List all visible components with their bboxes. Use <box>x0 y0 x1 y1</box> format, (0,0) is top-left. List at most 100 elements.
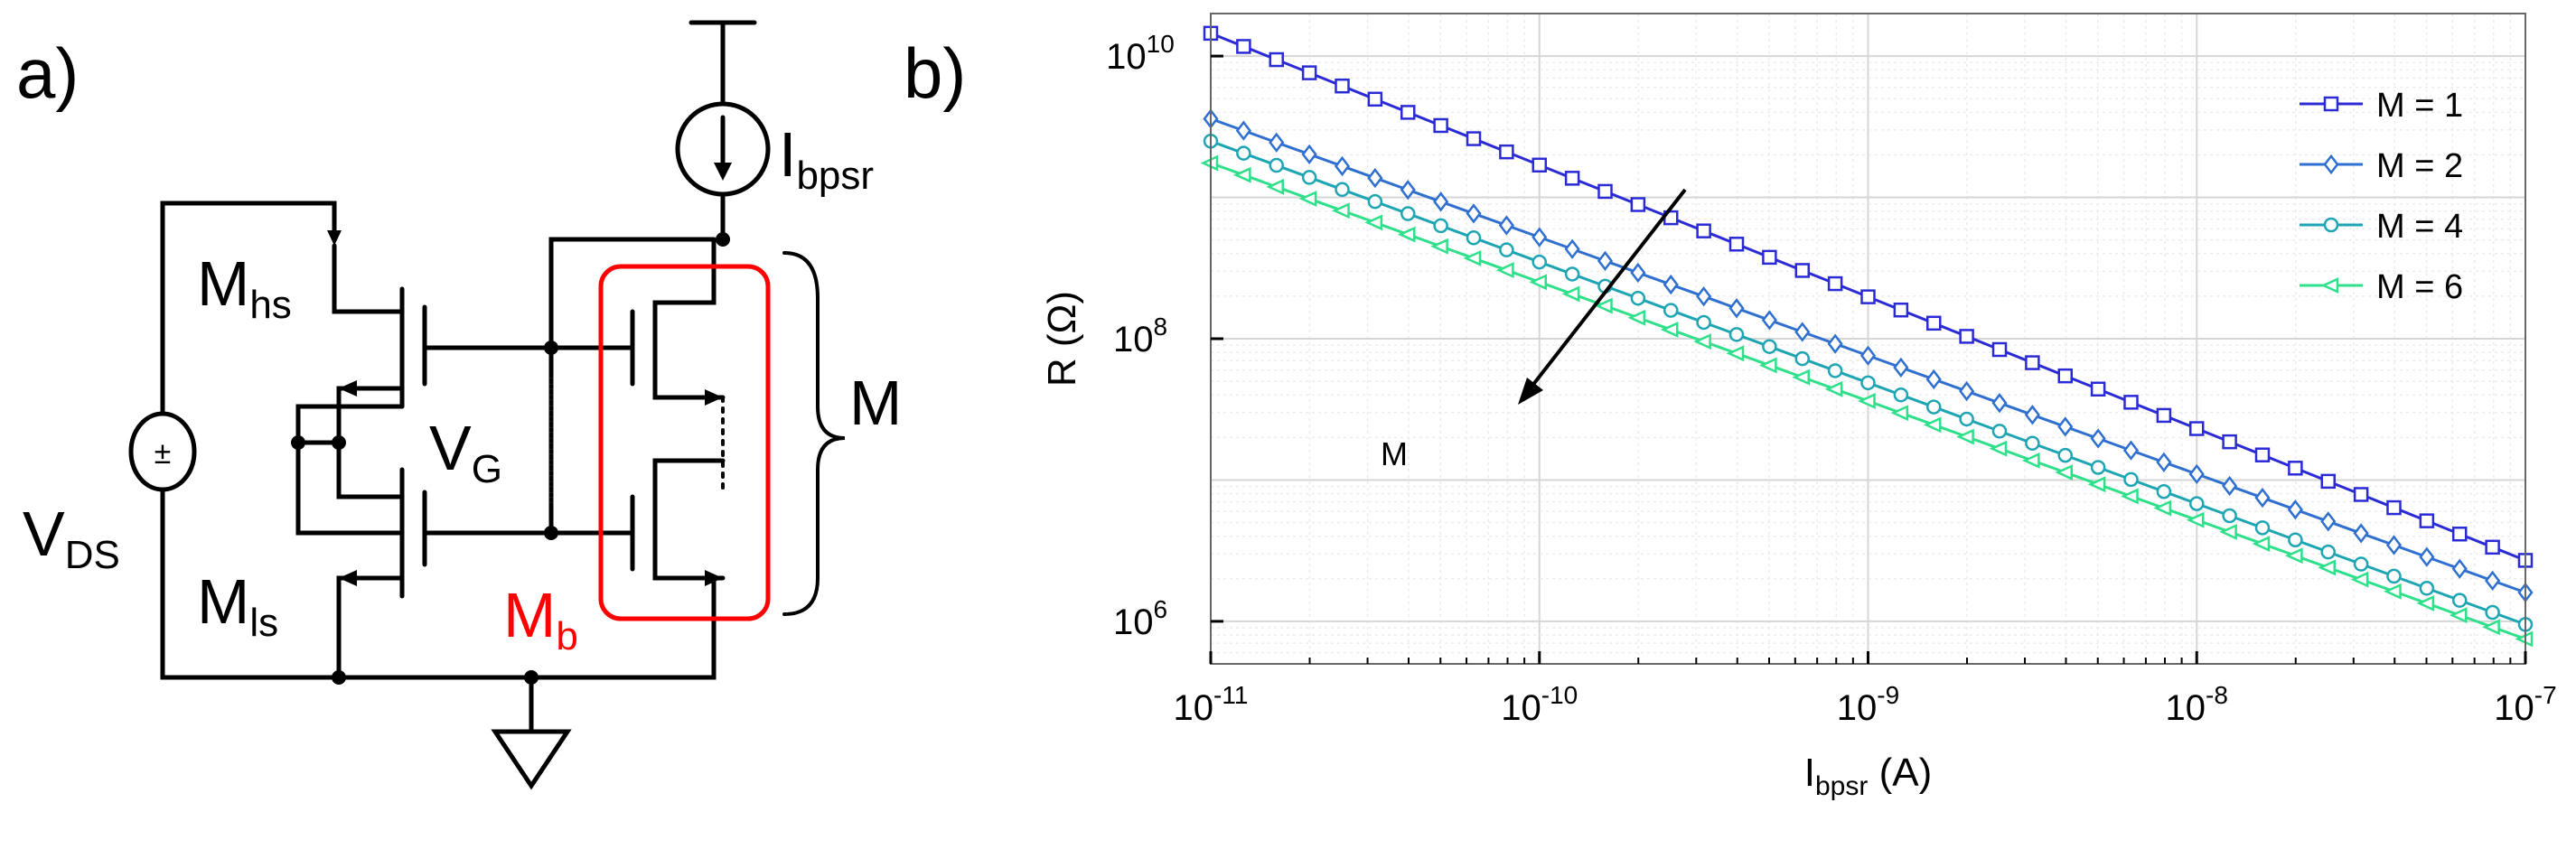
data-point <box>1529 274 1547 291</box>
data-point <box>2419 513 2435 528</box>
data-point <box>2087 476 2106 493</box>
mls-drain-lead <box>336 440 405 499</box>
chart-legend: M = 1 M = 2 M = 4 M = 6 <box>2300 87 2463 306</box>
data-point <box>2186 511 2205 528</box>
data-point <box>2452 593 2468 608</box>
data-point <box>1890 405 1909 422</box>
x-tick-label: 10-8 <box>2166 681 2228 728</box>
data-point <box>1926 315 1942 331</box>
data-point <box>1926 399 1942 415</box>
data-point <box>1236 39 1251 54</box>
data-point <box>1827 333 1843 354</box>
data-point <box>2057 416 2074 437</box>
data-point <box>2090 460 2106 475</box>
data-point <box>1466 230 1482 246</box>
data-point <box>1728 298 1745 319</box>
data-point <box>2419 581 2435 596</box>
data-point <box>2090 381 2106 397</box>
data-point <box>1959 329 1974 344</box>
data-point <box>1466 203 1482 224</box>
data-point <box>1959 411 1974 427</box>
data-point <box>2189 421 2205 436</box>
data-point <box>2482 619 2500 636</box>
m-annotation: M <box>1381 435 1408 472</box>
data-point <box>1433 218 1448 234</box>
data-point <box>2189 496 2205 511</box>
vds-source-symbol <box>128 411 197 492</box>
data-point <box>1630 262 1646 284</box>
legend-item-4: M = 6 <box>2300 268 2463 306</box>
data-point <box>2287 499 2303 520</box>
data-point <box>1561 285 1580 303</box>
data-point <box>2385 535 2403 555</box>
data-point <box>1959 380 1975 402</box>
data-point <box>2057 368 2073 384</box>
data-point <box>2057 447 2073 463</box>
data-point <box>1364 214 1383 231</box>
data-point <box>1564 171 1580 186</box>
data-point <box>1597 183 1613 200</box>
data-point <box>2219 523 2237 540</box>
data-point <box>2153 499 2172 517</box>
data-point <box>1433 117 1448 134</box>
data-point <box>2156 452 2172 472</box>
x-tick-label: 10-9 <box>1837 681 1899 728</box>
data-point <box>2156 483 2172 499</box>
data-point <box>2485 604 2500 621</box>
data-point <box>2320 511 2337 532</box>
data-point <box>2222 508 2237 524</box>
data-point <box>1991 393 2008 414</box>
series-1 <box>1203 25 2534 568</box>
mhs-source-lead <box>336 386 405 445</box>
data-point <box>1335 182 1350 198</box>
data-point <box>1332 202 1350 219</box>
data-point <box>1236 145 1251 161</box>
data-point <box>1499 242 1514 257</box>
data-point <box>2254 520 2271 536</box>
data-point <box>1298 191 1317 207</box>
data-point <box>1762 339 1777 354</box>
data-point <box>1367 167 1383 189</box>
data-point <box>1367 91 1383 107</box>
data-point <box>1827 275 1843 292</box>
data-point <box>2386 499 2402 516</box>
data-point <box>1792 369 1810 386</box>
data-point <box>2320 544 2336 560</box>
y-tick-label: 1010 <box>1106 30 1175 77</box>
data-point <box>1693 333 1711 350</box>
y-tick-label: 108 <box>1113 313 1167 359</box>
data-point <box>2156 407 2172 424</box>
data-point <box>1858 393 1876 409</box>
data-point <box>1827 363 1843 378</box>
mhs-drain-lead <box>332 243 405 314</box>
data-point <box>1266 178 1284 195</box>
data-point <box>1532 157 1547 173</box>
data-point <box>1433 191 1449 212</box>
data-point <box>2284 547 2303 565</box>
data-point <box>1859 345 1877 366</box>
vds-wire-top <box>160 201 337 423</box>
series-4 <box>1200 154 2534 648</box>
series-2 <box>1203 108 2534 603</box>
junction-dots <box>291 232 730 685</box>
m-array-label: M <box>849 368 902 438</box>
chart-series <box>1200 25 2534 648</box>
data-point <box>2350 571 2369 588</box>
data-point <box>1301 144 1317 164</box>
data-point <box>1726 345 1745 362</box>
data-point <box>1696 314 1711 331</box>
data-point <box>1663 274 1679 295</box>
data-point <box>1893 302 1909 318</box>
legend-marker <box>2323 217 2339 233</box>
data-point <box>1991 341 2008 358</box>
data-point <box>1660 322 1679 338</box>
data-point <box>2025 355 2040 370</box>
data-point <box>1269 51 1284 68</box>
data-point <box>1466 131 1482 146</box>
data-point <box>1532 227 1548 247</box>
legend-label: M = 6 <box>2376 268 2463 306</box>
data-point <box>2024 405 2040 425</box>
m-direction-arrow <box>1518 188 1687 405</box>
mls-source-lead <box>336 575 405 680</box>
series-3 <box>1203 134 2534 632</box>
